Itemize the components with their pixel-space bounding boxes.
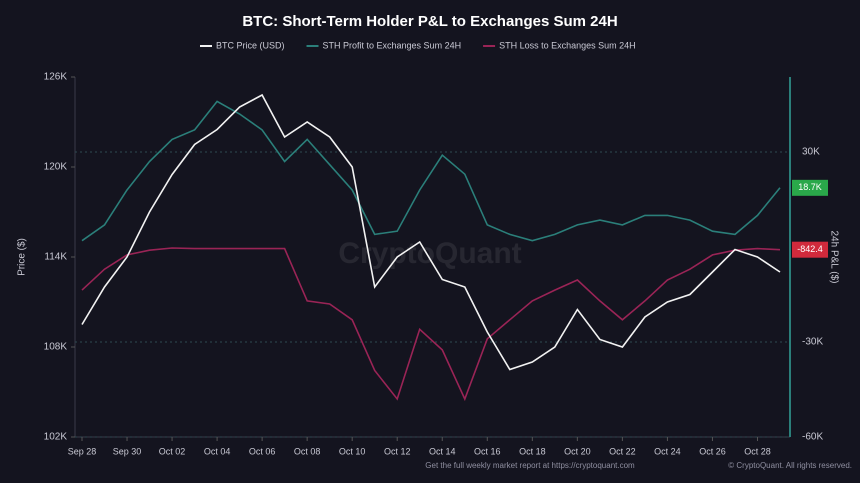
value-badge-label: 18.7K bbox=[798, 182, 822, 192]
x-tick-label: Oct 20 bbox=[564, 446, 591, 456]
x-tick-label: Oct 04 bbox=[204, 446, 231, 456]
x-tick-label: Sep 30 bbox=[113, 446, 142, 456]
x-tick-label: Oct 16 bbox=[474, 446, 501, 456]
y2-tick-label: 30K bbox=[802, 147, 820, 158]
x-tick-label: Oct 26 bbox=[699, 446, 726, 456]
y-axis-label: Price ($) bbox=[17, 238, 28, 276]
y-tick-label: 114K bbox=[44, 252, 67, 263]
x-tick-label: Oct 28 bbox=[744, 446, 771, 456]
value-badge bbox=[792, 241, 828, 258]
copyright: © CryptoQuant. All rights reserved. bbox=[728, 461, 852, 470]
legend-label: STH Profit to Exchanges Sum 24H bbox=[323, 40, 462, 50]
series-line bbox=[81, 100, 781, 242]
x-tick-label: Oct 14 bbox=[429, 446, 456, 456]
x-tick-label: Oct 12 bbox=[384, 446, 411, 456]
legend-label: STH Loss to Exchanges Sum 24H bbox=[499, 40, 636, 50]
y2-tick-label: -60K bbox=[802, 432, 823, 443]
x-tick-label: Oct 22 bbox=[609, 446, 636, 456]
x-tick-label: Oct 08 bbox=[294, 446, 321, 456]
legend-label: BTC Price (USD) bbox=[216, 40, 285, 50]
y2-axis-label: 24h P&L ($) bbox=[828, 231, 839, 284]
y2-tick-label: -30K bbox=[802, 337, 823, 348]
value-badge bbox=[792, 179, 828, 196]
series-line bbox=[81, 247, 781, 402]
chart-title: BTC: Short-Term Holder P&L to Exchanges … bbox=[242, 13, 617, 30]
x-tick-label: Oct 18 bbox=[519, 446, 546, 456]
x-tick-label: Sep 28 bbox=[68, 446, 97, 456]
x-tick-label: Oct 06 bbox=[249, 446, 276, 456]
footer: Get the full weekly market report at htt… bbox=[425, 461, 635, 470]
series-line bbox=[81, 93, 781, 371]
y-tick-label: 120K bbox=[44, 162, 68, 173]
y-tick-label: 108K bbox=[44, 342, 68, 353]
y-tick-label: 126K bbox=[44, 72, 68, 83]
x-tick-label: Oct 24 bbox=[654, 446, 681, 456]
x-tick-label: Oct 02 bbox=[159, 446, 186, 456]
x-tick-label: Oct 10 bbox=[339, 446, 366, 456]
value-badge-label: -842.4 bbox=[797, 244, 823, 254]
y-tick-label: 102K bbox=[44, 432, 68, 443]
